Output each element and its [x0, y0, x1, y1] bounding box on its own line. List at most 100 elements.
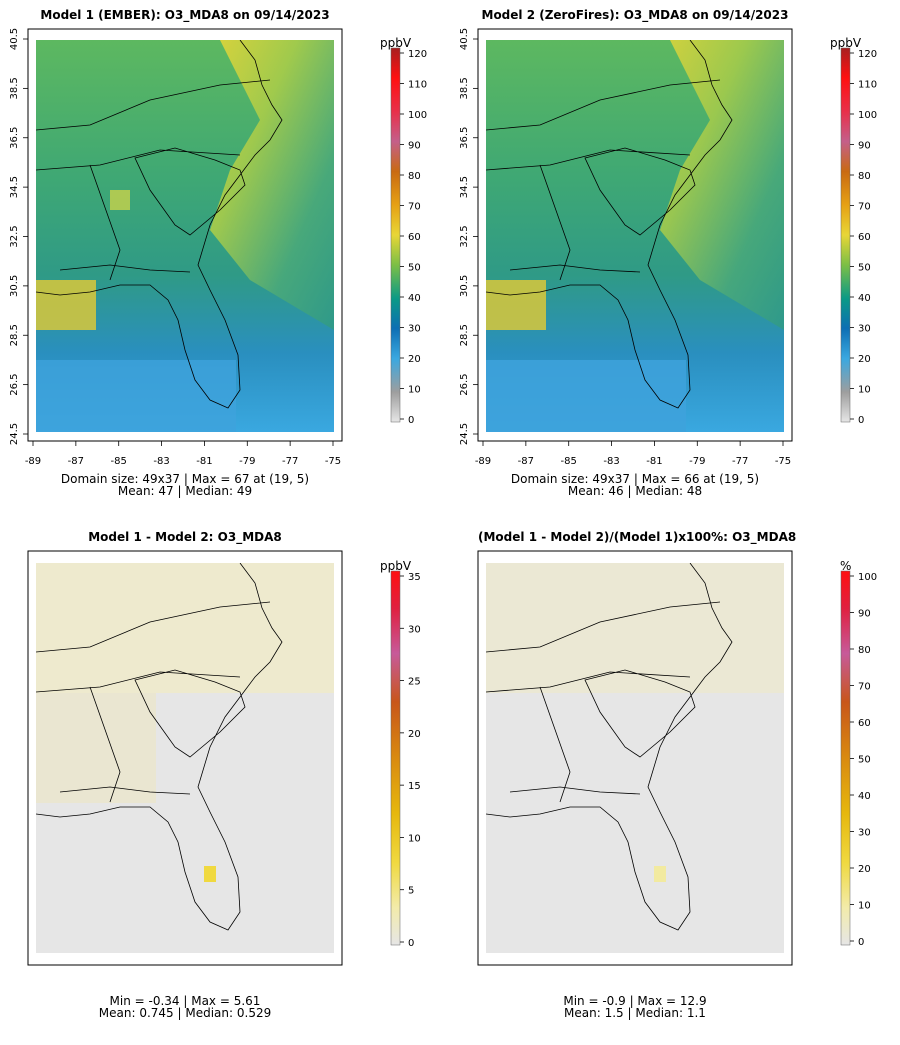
panel-1-south-low [36, 360, 236, 432]
panel-2-y-tick-label: 26.5 [459, 373, 470, 395]
panel-4-colorbar-tick-label: 20 [858, 864, 871, 875]
panel-2-colorbar-tick-label: 80 [858, 171, 871, 182]
panel-2-x-tick-label: -89 [475, 456, 491, 467]
panel-1-unit: ppbV [380, 36, 412, 50]
panel-3-colorbar-tick-label: 15 [408, 781, 421, 792]
panel-1-y-tick-label: 38.5 [9, 77, 20, 99]
panel-3-stats-line1: Min = -0.34 | Max = 5.61 [109, 994, 261, 1008]
panel-1-y-tick-label: 40.5 [9, 28, 20, 50]
panel-1-title: Model 1 (EMBER): O3_MDA8 on 09/14/2023 [40, 8, 330, 22]
panel-2-x-tick-label: -83 [603, 456, 619, 467]
panel-4-stats-line1: Min = -0.9 | Max = 12.9 [563, 994, 707, 1008]
panel-3-stats-line2: Mean: 0.745 | Median: 0.529 [98, 1006, 272, 1020]
panel-3-west-tint [36, 693, 156, 803]
panel-2-map [477, 28, 793, 442]
panel-3-map [27, 550, 343, 966]
panel-2-x-tick-label: -77 [732, 456, 748, 467]
panel-1-y-tick-label: 32.5 [9, 225, 20, 247]
panel-4-colorbar-tick-label: 50 [858, 755, 871, 766]
panel-3-colorbar-tick-label: 35 [408, 572, 421, 583]
panel-2-gulf-high [486, 280, 546, 330]
panel-2-y-tick-label: 40.5 [459, 28, 470, 50]
panel-2-colorbar-tick-label: 110 [858, 80, 877, 91]
panel-1-colorbar-tick-label: 30 [408, 324, 421, 335]
panel-2-x-tick-label: -75 [775, 456, 791, 467]
panel-1-x-tick-label: -83 [153, 456, 169, 467]
panel-2-x-tick-label: -85 [561, 456, 577, 467]
panel-1-stats-line1: Domain size: 49x37 | Max = 67 at (19, 5) [60, 472, 310, 486]
panel-1-colorbar-tick-label: 110 [408, 80, 427, 91]
panel-2-x-tick-label: -81 [646, 456, 662, 467]
panel-2-colorbar-tick-label: 60 [858, 232, 871, 243]
panel-1-y-tick-label: 30.5 [9, 275, 20, 297]
panel-2-stats-line2: Mean: 46 | Median: 48 [567, 484, 703, 498]
panel-1-x-tick-label: -75 [325, 456, 341, 467]
panel-2-atlantic-field [660, 40, 784, 330]
panel-3-boundaries [36, 563, 283, 931]
panel-4-colorbar-tick-label: 10 [858, 901, 871, 912]
panel-4-colorbar-tick-label: 30 [858, 828, 871, 839]
panel-3-colorbar [390, 570, 401, 946]
panel-1-x-tick-label: -81 [196, 456, 212, 467]
panel-4-colorbar-tick-label: 90 [858, 609, 871, 620]
panel-4-title: (Model 1 - Model 2)/(Model 1)x100%: O3_M… [478, 530, 797, 544]
panel-2-colorbar-tick-label: 100 [858, 110, 877, 121]
panel-4-boundaries [486, 563, 733, 931]
panel-3-colorbar-tick-label: 10 [408, 833, 421, 844]
panel-1-colorbar-tick-label: 120 [408, 49, 427, 60]
panel-1-colorbar-tick-label: 100 [408, 110, 427, 121]
panel-2-colorbar-tick-label: 10 [858, 385, 871, 396]
panel-1-colorbar-tick-label: 60 [408, 232, 421, 243]
panel-2-colorbar-tick-label: 30 [858, 324, 871, 335]
panel-1-hotspot [110, 190, 130, 210]
panel-1-gulf-high [36, 280, 96, 330]
panel-2-y-tick-label: 34.5 [459, 176, 470, 198]
panel-1-colorbar-tick-label: 10 [408, 385, 421, 396]
panel-1-y-tick-label: 26.5 [9, 373, 20, 395]
panel-3-north-tint [36, 563, 334, 693]
panel-3-colorbar-tick-label: 30 [408, 624, 421, 635]
axis-ticks-layer: -89 -87 -85 -83 -81 -79 -77 -75 24.5 26.5 28.5 30.5… [9, 28, 877, 949]
panel-1-x-tick-label: -87 [68, 456, 84, 467]
panel-1-colorbar-tick-label: 0 [408, 415, 414, 426]
panel-4-colorbar-tick-label: 70 [858, 682, 871, 693]
panel-2-boundaries [486, 40, 733, 409]
panel-1-colorbar-tick-label: 80 [408, 171, 421, 182]
panel-1-stats-line2: Mean: 47 | Median: 49 [117, 484, 253, 498]
panel-4-colorbar-tick-label: 60 [858, 718, 871, 729]
panel-2-y-tick-label: 38.5 [459, 77, 470, 99]
panel-4-colorbar-tick-label: 100 [858, 572, 877, 583]
panel-3-colorbar-tick-label: 0 [408, 938, 414, 949]
panel-4-stats-line2: Mean: 1.5 | Median: 1.1 [564, 1006, 706, 1020]
panel-1-boundaries [36, 40, 283, 409]
panel-2-y-tick-label: 30.5 [459, 275, 470, 297]
panel-1-colorbar-tick-label: 20 [408, 354, 421, 365]
panel-1-y-tick-label: 36.5 [9, 127, 20, 149]
panel-1-atlantic-field [210, 40, 334, 330]
panel-1-x-tick-label: -85 [111, 456, 127, 467]
panel-1-colorbar-tick-label: 40 [408, 293, 421, 304]
panel-2-colorbar [840, 47, 851, 423]
panel-2-y-tick-label: 28.5 [459, 324, 470, 346]
panel-2-stats-line1: Domain size: 49x37 | Max = 66 at (19, 5) [510, 472, 760, 486]
panel-1-y-tick-label: 34.5 [9, 176, 20, 198]
panel-2-colorbar-tick-label: 40 [858, 293, 871, 304]
panel-1-colorbar-tick-label: 50 [408, 263, 421, 274]
panel-1-colorbar-tick-label: 70 [408, 202, 421, 213]
panel-4-north-tint [486, 563, 784, 693]
panel-2-colorbar-tick-label: 70 [858, 202, 871, 213]
panel-1-x-tick-label: -77 [282, 456, 298, 467]
panel-4-colorbar-tick-label: 0 [858, 937, 864, 948]
panel-3-unit: ppbV [380, 559, 412, 573]
panel-1-map [27, 28, 343, 442]
panel-2-x-tick-label: -79 [689, 456, 705, 467]
panel-2-colorbar-tick-label: 120 [858, 49, 877, 60]
panel-2-colorbar-tick-label: 90 [858, 141, 871, 152]
panel-3-colorbar-tick-label: 20 [408, 729, 421, 740]
panel-4-colorbar-tick-label: 40 [858, 791, 871, 802]
panel-1-x-tick-label: -79 [239, 456, 255, 467]
panel-2-y-tick-label: 24.5 [459, 423, 470, 445]
panel-2-y-tick-label: 32.5 [459, 225, 470, 247]
panel-1-y-tick-label: 28.5 [9, 324, 20, 346]
